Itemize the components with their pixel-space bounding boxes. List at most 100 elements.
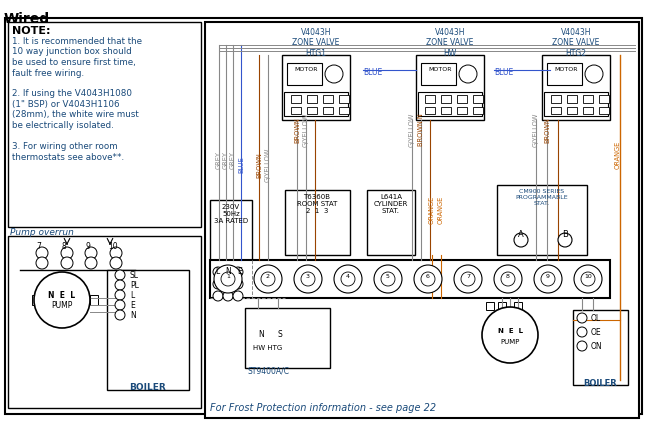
Bar: [210, 200, 252, 290]
Circle shape: [558, 233, 572, 247]
Text: A: A: [518, 230, 524, 239]
Bar: [583, 95, 593, 103]
Bar: [441, 107, 451, 114]
Text: N  E  L: N E L: [49, 292, 76, 300]
Circle shape: [223, 291, 233, 301]
Circle shape: [414, 265, 442, 293]
Circle shape: [221, 272, 235, 286]
Text: BROWN N: BROWN N: [418, 114, 424, 146]
Text: be electrically isolated.: be electrically isolated.: [12, 121, 114, 130]
Circle shape: [514, 233, 528, 247]
Circle shape: [85, 257, 97, 269]
Circle shape: [461, 272, 475, 286]
Text: ORANGE: ORANGE: [615, 141, 621, 169]
Text: BLUE: BLUE: [238, 157, 244, 173]
Circle shape: [501, 272, 515, 286]
Bar: [44, 295, 52, 305]
Circle shape: [574, 265, 602, 293]
Text: MOTOR: MOTOR: [554, 67, 578, 72]
Circle shape: [374, 265, 402, 293]
Bar: [567, 107, 577, 114]
Circle shape: [454, 265, 482, 293]
Bar: [514, 302, 522, 310]
Bar: [418, 92, 482, 116]
Bar: [599, 107, 609, 114]
Bar: [205, 22, 639, 418]
Bar: [323, 107, 333, 114]
Bar: [416, 55, 484, 120]
Bar: [551, 95, 561, 103]
Text: 1. It is recommended that the: 1. It is recommended that the: [12, 37, 142, 46]
Bar: [367, 190, 415, 255]
Bar: [547, 63, 582, 85]
Bar: [583, 107, 593, 114]
Circle shape: [223, 279, 233, 289]
Bar: [544, 92, 608, 116]
Text: GREY: GREY: [223, 151, 229, 169]
Text: G/YELLOW: G/YELLOW: [303, 113, 309, 147]
Text: ORANGE: ORANGE: [429, 196, 435, 224]
Bar: [90, 295, 98, 305]
Text: 8: 8: [61, 242, 67, 251]
Text: 9: 9: [85, 242, 91, 251]
Text: MOTOR: MOTOR: [294, 67, 318, 72]
Text: 1: 1: [226, 273, 230, 279]
Circle shape: [115, 270, 125, 280]
Text: SL: SL: [130, 271, 139, 280]
Text: T6360B
ROOM STAT
2  1  3: T6360B ROOM STAT 2 1 3: [297, 194, 337, 214]
Bar: [498, 302, 506, 310]
Circle shape: [223, 267, 233, 277]
Circle shape: [421, 272, 435, 286]
Text: G/YELLOW: G/YELLOW: [533, 113, 539, 147]
Bar: [573, 310, 628, 385]
Text: E: E: [237, 267, 242, 276]
Circle shape: [233, 267, 243, 277]
Text: BLUE: BLUE: [363, 68, 382, 77]
Text: HW HTG: HW HTG: [254, 345, 283, 351]
Bar: [307, 95, 317, 103]
Text: BROWN: BROWN: [294, 117, 300, 143]
Bar: [473, 107, 483, 114]
Bar: [80, 295, 88, 305]
Text: L: L: [215, 267, 219, 276]
Bar: [8, 22, 201, 227]
Circle shape: [36, 247, 48, 259]
Bar: [599, 95, 609, 103]
Bar: [425, 107, 435, 114]
Text: BROWN: BROWN: [544, 117, 550, 143]
Circle shape: [61, 257, 73, 269]
Bar: [497, 185, 587, 255]
Text: V4043H
ZONE VALVE
HTG1: V4043H ZONE VALVE HTG1: [292, 28, 340, 58]
Circle shape: [261, 272, 275, 286]
Circle shape: [294, 265, 322, 293]
Bar: [441, 95, 451, 103]
Bar: [285, 190, 350, 255]
Circle shape: [115, 300, 125, 310]
Text: 3. For wiring other room: 3. For wiring other room: [12, 142, 118, 151]
Text: PUMP: PUMP: [500, 339, 520, 345]
Bar: [323, 95, 333, 103]
Circle shape: [85, 247, 97, 259]
Bar: [457, 107, 467, 114]
Circle shape: [482, 307, 538, 363]
Text: 4: 4: [346, 273, 350, 279]
Circle shape: [110, 247, 122, 259]
Text: 10 way junction box should: 10 way junction box should: [12, 48, 132, 57]
Text: 10: 10: [584, 273, 592, 279]
Text: thermostats see above**.: thermostats see above**.: [12, 152, 124, 162]
Text: BLUE: BLUE: [494, 68, 513, 77]
Text: L641A
CYLINDER
STAT.: L641A CYLINDER STAT.: [374, 194, 408, 214]
Text: V4043H
ZONE VALVE
HTG2: V4043H ZONE VALVE HTG2: [553, 28, 600, 58]
Circle shape: [213, 267, 223, 277]
Circle shape: [381, 272, 395, 286]
Text: N: N: [258, 330, 264, 339]
Circle shape: [334, 265, 362, 293]
Circle shape: [213, 279, 223, 289]
Text: 9: 9: [546, 273, 550, 279]
Bar: [107, 270, 189, 390]
Text: 8: 8: [506, 273, 510, 279]
Circle shape: [577, 313, 587, 323]
Text: 7: 7: [466, 273, 470, 279]
Circle shape: [233, 279, 243, 289]
Bar: [551, 107, 561, 114]
